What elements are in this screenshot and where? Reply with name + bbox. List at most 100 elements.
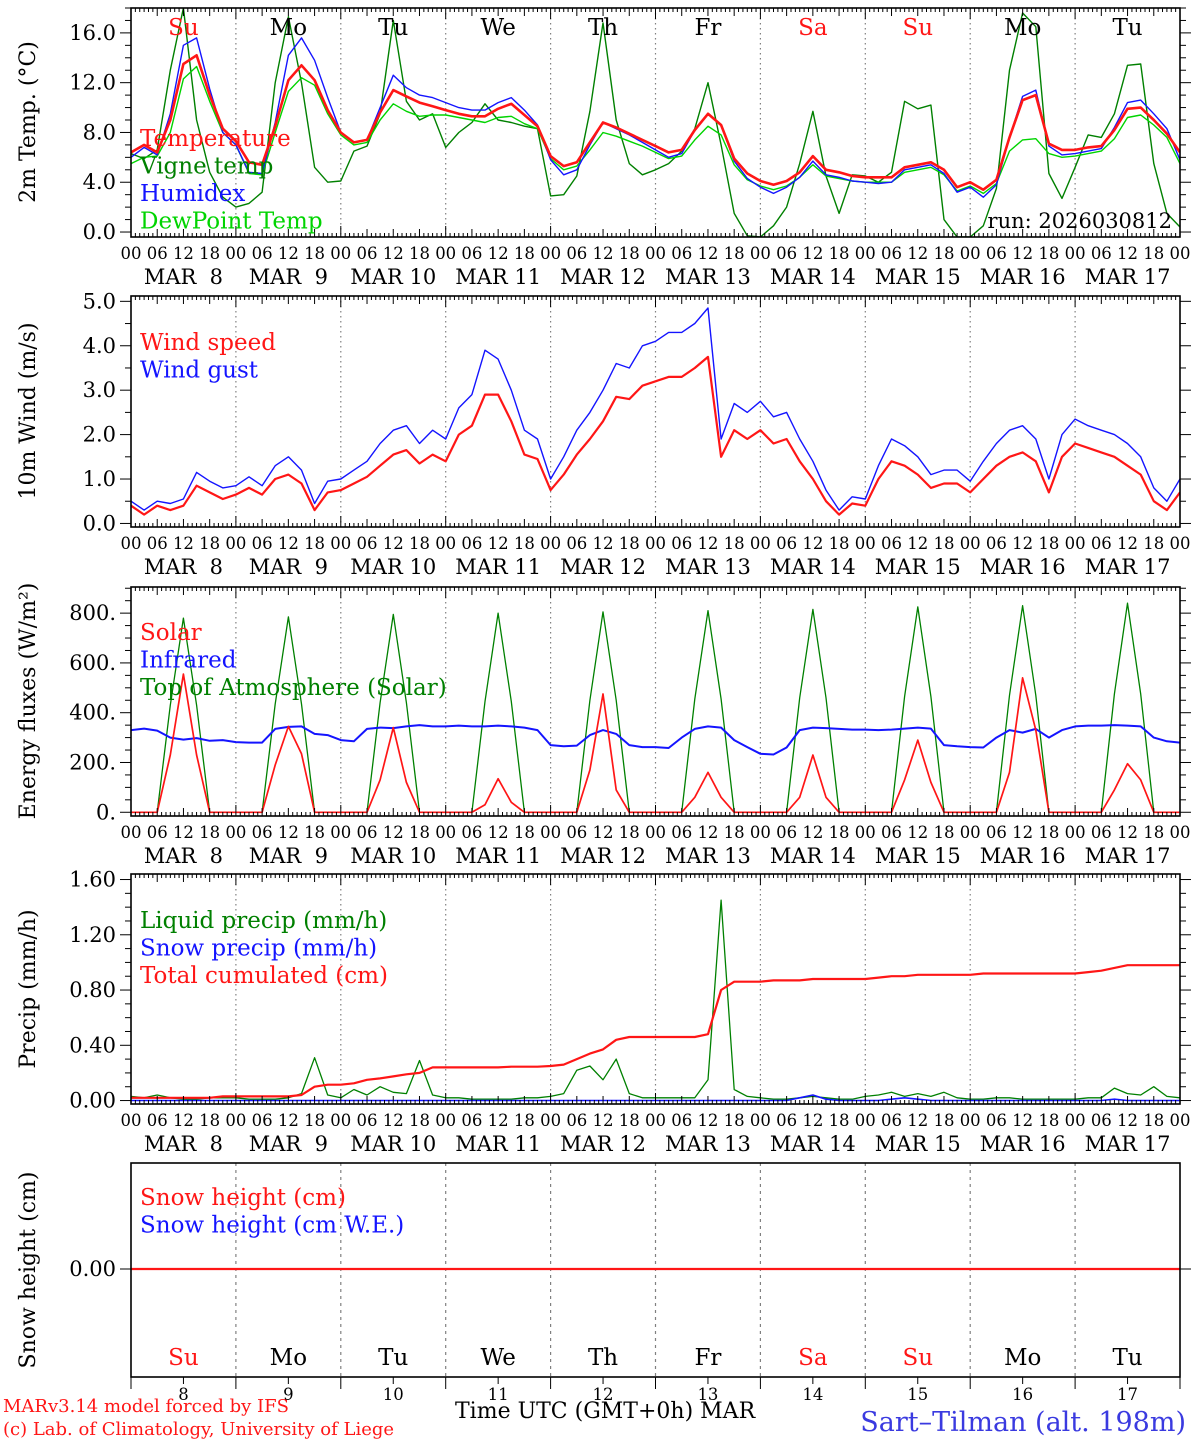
legend-snow-height-cm: Snow height (cm) <box>140 1185 346 1211</box>
hour-tick-label: 00 <box>855 534 876 553</box>
date-label: MAR 10 <box>350 1132 436 1156</box>
hour-tick-label: 18 <box>829 534 850 553</box>
hour-tick-label: 18 <box>199 244 220 263</box>
date-label: MAR 12 <box>560 1132 646 1156</box>
y-tick-label: 4.0 <box>83 170 116 194</box>
hour-tick-label: 18 <box>304 244 325 263</box>
date-number-label: 9 <box>283 1385 294 1404</box>
hour-tick-label: 00 <box>225 534 246 553</box>
y-tick-label: 0.0 <box>83 220 116 244</box>
hour-tick-label: 06 <box>671 1111 692 1130</box>
hour-tick-label: 06 <box>776 534 797 553</box>
day-name-label: Su <box>168 15 199 41</box>
hour-tick-label: 12 <box>383 534 404 553</box>
hour-tick-label: 12 <box>802 534 823 553</box>
panel-border <box>130 7 1181 238</box>
hour-tick-label: 18 <box>409 534 430 553</box>
day-name-label: Mo <box>1004 15 1041 41</box>
hour-tick-label: 00 <box>960 244 981 263</box>
hour-tick-label: 18 <box>304 534 325 553</box>
hour-tick-label: 00 <box>225 1111 246 1130</box>
legend-liquid-precip-mm-h: Liquid precip (mm/h) <box>140 908 387 934</box>
date-label: MAR 13 <box>665 555 751 579</box>
day-name-label: Fr <box>694 15 721 41</box>
hour-tick-label: 12 <box>593 1111 614 1130</box>
y-tick-label: 1.20 <box>69 923 116 947</box>
hour-tick-label: 12 <box>802 823 823 842</box>
hour-tick-label: 00 <box>855 1111 876 1130</box>
date-label: MAR 15 <box>875 265 961 289</box>
date-number-label: 10 <box>383 1385 404 1404</box>
hour-tick-label: 18 <box>619 823 640 842</box>
hour-tick-label: 00 <box>750 1111 771 1130</box>
hour-tick-label: 18 <box>514 1111 535 1130</box>
hour-tick-label: 00 <box>330 244 351 263</box>
hour-tick-label: 00 <box>1065 244 1086 263</box>
legend-total-cumulated-cm: Total cumulated (cm) <box>140 963 388 989</box>
date-label: MAR 12 <box>560 555 646 579</box>
hour-tick-label: 06 <box>147 1111 168 1130</box>
date-number-label: 15 <box>907 1385 928 1404</box>
y-tick-label: 0. <box>96 800 116 824</box>
day-name-label: Fr <box>694 1345 721 1371</box>
date-label: MAR 14 <box>770 844 856 868</box>
hour-tick-label: 06 <box>776 1111 797 1130</box>
day-name-label: Th <box>588 15 618 41</box>
date-label: MAR 14 <box>770 1132 856 1156</box>
hour-tick-label: 12 <box>907 244 928 263</box>
hour-tick-label: 06 <box>881 534 902 553</box>
legend-vigne-temp: Vigne temp <box>139 154 273 180</box>
hour-tick-label: 18 <box>829 823 850 842</box>
hour-tick-label: 00 <box>1065 534 1086 553</box>
series-line-temperature <box>131 53 1180 191</box>
day-name-label: Tu <box>378 1345 408 1371</box>
legend-temperature: Temperature <box>140 126 291 152</box>
hour-tick-label: 18 <box>619 244 640 263</box>
day-name-label: Su <box>902 15 933 41</box>
hour-tick-label: 00 <box>960 823 981 842</box>
hour-tick-label: 06 <box>986 823 1007 842</box>
hour-tick-label: 06 <box>461 823 482 842</box>
hour-tick-label: 00 <box>540 823 561 842</box>
hour-tick-label: 00 <box>435 1111 456 1130</box>
date-label: MAR 17 <box>1085 1132 1171 1156</box>
hour-tick-label: 00 <box>225 244 246 263</box>
hour-tick-label: 12 <box>1012 244 1033 263</box>
day-name-label: Tu <box>378 15 408 41</box>
hour-tick-label: 18 <box>1143 534 1164 553</box>
hour-tick-label: 18 <box>933 244 954 263</box>
hour-tick-label: 06 <box>357 244 378 263</box>
hour-tick-label: 12 <box>697 1111 718 1130</box>
day-name-label: Th <box>588 1345 618 1371</box>
date-number-label: 8 <box>178 1385 189 1404</box>
date-label: MAR 12 <box>560 265 646 289</box>
day-name-label: We <box>480 1345 515 1371</box>
hour-tick-label: 00 <box>540 1111 561 1130</box>
legend-dewpoint-temp: DewPoint Temp <box>140 209 323 235</box>
hour-tick-label: 12 <box>697 823 718 842</box>
hour-tick-label: 00 <box>1170 244 1191 263</box>
hour-tick-label: 06 <box>566 534 587 553</box>
hour-tick-label: 06 <box>881 1111 902 1130</box>
hour-tick-label: 06 <box>881 244 902 263</box>
legend-wind-gust: Wind gust <box>140 358 259 384</box>
hour-tick-label: 12 <box>488 823 509 842</box>
hour-tick-label: 18 <box>724 244 745 263</box>
hour-tick-label: 00 <box>330 534 351 553</box>
hour-tick-label: 18 <box>514 244 535 263</box>
hour-tick-label: 12 <box>1012 823 1033 842</box>
hour-tick-label: 00 <box>645 534 666 553</box>
hour-tick-label: 18 <box>933 1111 954 1130</box>
series-line-wind-gust <box>131 307 1180 511</box>
legend-infrared: Infrared <box>140 648 237 674</box>
hour-tick-label: 12 <box>488 1111 509 1130</box>
date-label: MAR 11 <box>455 555 541 579</box>
hour-tick-label: 00 <box>330 823 351 842</box>
day-name-label: Mo <box>270 15 307 41</box>
hour-tick-label: 06 <box>776 244 797 263</box>
hour-tick-label: 06 <box>1091 1111 1112 1130</box>
hour-tick-label: 06 <box>776 823 797 842</box>
hour-tick-label: 00 <box>855 244 876 263</box>
legend-wind-speed: Wind speed <box>140 330 276 356</box>
